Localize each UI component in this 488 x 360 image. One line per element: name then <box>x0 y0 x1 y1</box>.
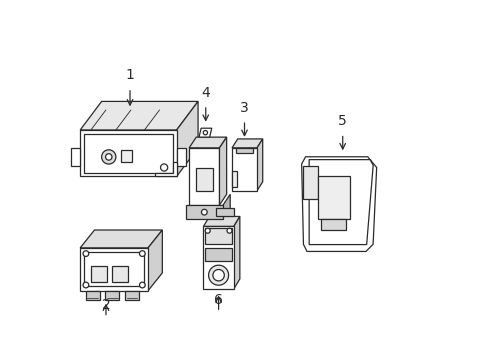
Polygon shape <box>80 102 198 130</box>
Polygon shape <box>124 291 139 300</box>
Text: 2: 2 <box>102 298 110 312</box>
Polygon shape <box>176 102 198 176</box>
Polygon shape <box>203 226 233 289</box>
Polygon shape <box>85 291 100 300</box>
Circle shape <box>160 164 167 171</box>
Polygon shape <box>215 207 233 216</box>
Circle shape <box>205 228 210 233</box>
Circle shape <box>201 209 207 215</box>
Text: 1: 1 <box>125 68 134 82</box>
Polygon shape <box>199 128 211 137</box>
Polygon shape <box>185 205 223 219</box>
Polygon shape <box>105 291 119 300</box>
Polygon shape <box>223 194 230 219</box>
Polygon shape <box>303 166 317 199</box>
Circle shape <box>102 150 116 164</box>
Circle shape <box>208 265 228 285</box>
Circle shape <box>203 131 207 135</box>
Polygon shape <box>231 148 257 191</box>
Text: 4: 4 <box>201 86 210 100</box>
Polygon shape <box>235 148 253 153</box>
Circle shape <box>105 154 112 160</box>
Polygon shape <box>231 171 237 187</box>
Polygon shape <box>317 176 349 219</box>
Polygon shape <box>257 139 262 191</box>
Polygon shape <box>233 216 240 289</box>
Polygon shape <box>176 148 185 166</box>
Circle shape <box>83 282 88 288</box>
Polygon shape <box>71 148 80 166</box>
Circle shape <box>139 282 145 288</box>
Polygon shape <box>80 248 148 291</box>
Circle shape <box>226 228 231 233</box>
Circle shape <box>139 251 145 256</box>
Polygon shape <box>80 230 162 248</box>
Polygon shape <box>205 228 231 244</box>
Polygon shape <box>301 157 376 251</box>
Polygon shape <box>189 137 226 148</box>
Circle shape <box>83 251 88 256</box>
Polygon shape <box>231 139 262 148</box>
Polygon shape <box>155 162 176 176</box>
Polygon shape <box>203 216 240 226</box>
Polygon shape <box>91 266 107 282</box>
Polygon shape <box>219 137 226 205</box>
Text: 5: 5 <box>338 114 346 128</box>
Polygon shape <box>189 148 219 205</box>
Polygon shape <box>321 219 346 230</box>
Polygon shape <box>80 130 176 176</box>
Circle shape <box>212 270 224 281</box>
Polygon shape <box>148 230 162 291</box>
Text: 3: 3 <box>240 101 248 115</box>
Text: 6: 6 <box>214 293 223 307</box>
Polygon shape <box>112 266 128 282</box>
Polygon shape <box>196 168 212 191</box>
Polygon shape <box>121 150 132 162</box>
Polygon shape <box>205 248 231 261</box>
